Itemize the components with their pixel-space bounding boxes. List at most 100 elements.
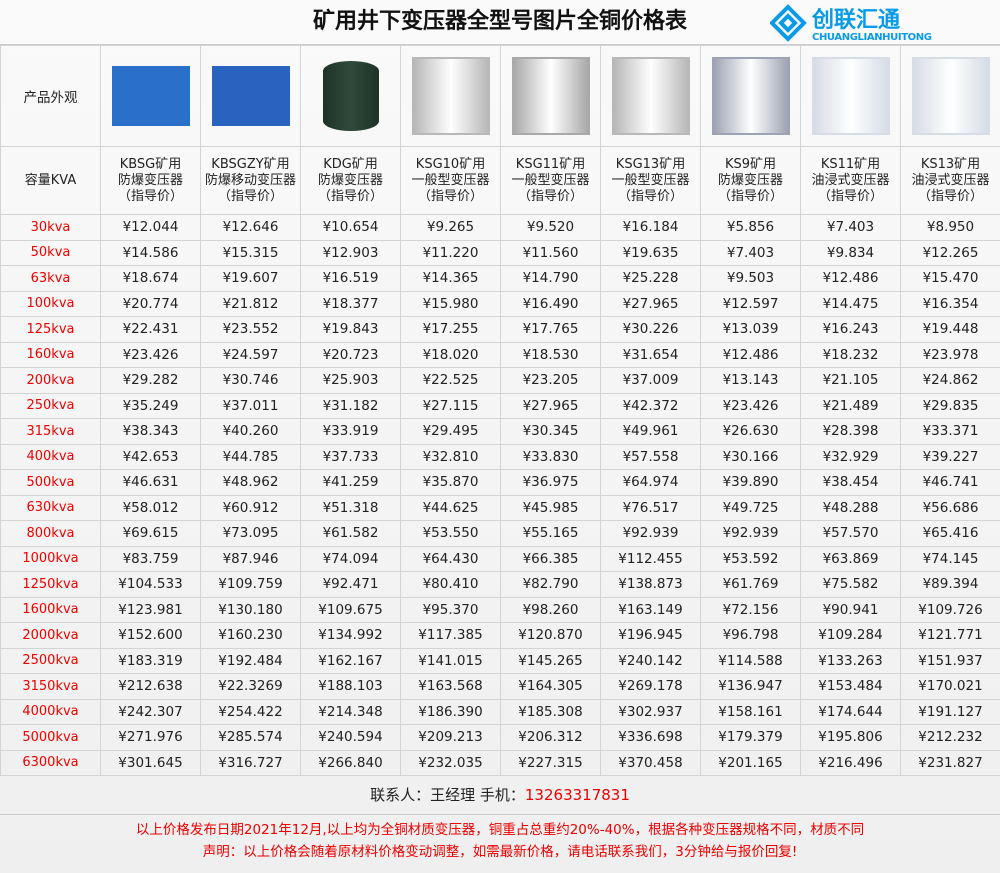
product-note: （指导价） <box>917 188 983 204</box>
price-cell: ¥36.975 <box>500 469 601 496</box>
price-cell: ¥30.746 <box>200 367 301 394</box>
price-cell: ¥14.365 <box>400 265 501 292</box>
price-cell: ¥18.674 <box>100 265 201 292</box>
price-cell: ¥61.582 <box>300 520 401 547</box>
table-row: 2500kva ¥183.319 ¥192.484 ¥162.167 ¥141.015 ¥… <box>0 647 1000 674</box>
product-name: KS9矿用 <box>724 156 777 172</box>
table-row: 4000kva ¥242.307 ¥254.422 ¥214.348 ¥186.390 ¥… <box>0 698 1000 725</box>
product-note: （指导价） <box>517 188 583 204</box>
price-cell: ¥112.455 <box>600 545 701 572</box>
price-cell: ¥35.870 <box>400 469 501 496</box>
product-type: 一般型变压器 <box>611 172 690 188</box>
price-cell: ¥301.645 <box>100 749 201 776</box>
price-cell: ¥120.870 <box>500 622 601 649</box>
price-cell: ¥242.307 <box>100 698 201 725</box>
price-cell: ¥192.484 <box>200 647 301 674</box>
product-image <box>411 57 490 135</box>
price-cell: ¥89.394 <box>900 571 1000 598</box>
price-cell: ¥188.103 <box>300 673 401 700</box>
table-row: 6300kva ¥301.645 ¥316.727 ¥266.840 ¥232.035 ¥… <box>0 749 1000 776</box>
product-header: KS11矿用 油浸式变压器 （指导价） <box>800 146 901 215</box>
capacity-cell: 3150kva <box>0 673 101 700</box>
product-note: （指导价） <box>717 188 783 204</box>
price-cell: ¥162.167 <box>300 647 401 674</box>
capacity-cell: 1250kva <box>0 571 101 598</box>
price-cell: ¥60.912 <box>200 494 301 521</box>
product-image-cell <box>900 45 1000 147</box>
product-header: KSG11矿用 一般型变压器 （指导价） <box>500 146 601 215</box>
price-cell: ¥9.834 <box>800 239 901 266</box>
capacity-cell: 2000kva <box>0 622 101 649</box>
price-cell: ¥15.470 <box>900 265 1000 292</box>
price-cell: ¥232.035 <box>400 749 501 776</box>
table-row: 250kva ¥35.249 ¥37.011 ¥31.182 ¥27.115 ¥27.96… <box>0 392 1000 419</box>
price-cell: ¥37.011 <box>200 392 301 419</box>
product-type: 油浸式变压器 <box>911 172 990 188</box>
price-cell: ¥370.458 <box>600 749 701 776</box>
price-cell: ¥24.862 <box>900 367 1000 394</box>
price-cell: ¥87.946 <box>200 545 301 572</box>
product-image <box>322 61 379 131</box>
price-cell: ¥302.937 <box>600 698 701 725</box>
price-cell: ¥30.226 <box>600 316 701 343</box>
price-cell: ¥18.377 <box>300 290 401 317</box>
product-name: KSG10矿用 <box>415 156 486 172</box>
price-cell: ¥240.594 <box>300 724 401 751</box>
price-cell: ¥18.020 <box>400 341 501 368</box>
price-cell: ¥11.560 <box>500 239 601 266</box>
price-cell: ¥63.869 <box>800 545 901 572</box>
price-cell: ¥55.165 <box>500 520 601 547</box>
price-cell: ¥15.315 <box>200 239 301 266</box>
price-cell: ¥74.094 <box>300 545 401 572</box>
product-image <box>811 57 890 135</box>
price-cell: ¥18.530 <box>500 341 601 368</box>
price-cell: ¥216.496 <box>800 749 901 776</box>
capacity-cell: 500kva <box>0 469 101 496</box>
price-cell: ¥25.228 <box>600 265 701 292</box>
product-header: KSG13矿用 一般型变压器 （指导价） <box>600 146 701 215</box>
price-cell: ¥12.646 <box>200 214 301 241</box>
price-cell: ¥163.568 <box>400 673 501 700</box>
price-cell: ¥29.495 <box>400 418 501 445</box>
price-cell: ¥92.939 <box>600 520 701 547</box>
price-cell: ¥269.178 <box>600 673 701 700</box>
product-name: KSG11矿用 <box>515 156 586 172</box>
price-cell: ¥49.961 <box>600 418 701 445</box>
table-row: 100kva ¥20.774 ¥21.812 ¥18.377 ¥15.980 ¥16.49… <box>0 290 1000 317</box>
price-cell: ¥23.426 <box>100 341 201 368</box>
product-note: （指导价） <box>417 188 483 204</box>
capacity-cell: 125kva <box>0 316 101 343</box>
price-cell: ¥316.727 <box>200 749 301 776</box>
price-cell: ¥83.759 <box>100 545 201 572</box>
capacity-cell: 30kva <box>0 214 101 241</box>
price-cell: ¥53.550 <box>400 520 501 547</box>
price-cell: ¥26.630 <box>700 418 801 445</box>
product-note: （指导价） <box>117 188 183 204</box>
price-cell: ¥30.345 <box>500 418 601 445</box>
price-cell: ¥40.260 <box>200 418 301 445</box>
price-cell: ¥227.315 <box>500 749 601 776</box>
price-cell: ¥73.095 <box>200 520 301 547</box>
product-header: KDG矿用 防爆变压器 （指导价） <box>300 146 401 215</box>
price-cell: ¥22.525 <box>400 367 501 394</box>
price-cell: ¥20.774 <box>100 290 201 317</box>
product-note: （指导价） <box>817 188 883 204</box>
price-cell: ¥130.180 <box>200 596 301 623</box>
price-cell: ¥42.372 <box>600 392 701 419</box>
price-cell: ¥22.3269 <box>200 673 301 700</box>
price-cell: ¥164.305 <box>500 673 601 700</box>
product-note: （指导价） <box>317 188 383 204</box>
price-cell: ¥41.259 <box>300 469 401 496</box>
price-cell: ¥19.607 <box>200 265 301 292</box>
table-row: 30kva ¥12.044 ¥12.646 ¥10.654 ¥9.265 ¥9.520 ¥1… <box>0 214 1000 241</box>
note-line: 以上价格发布日期2021年12月,以上均为全铜材质变压器，铜重占总重约20%-4… <box>135 822 865 838</box>
price-cell: ¥109.675 <box>300 596 401 623</box>
table-row: 1600kva ¥123.981 ¥130.180 ¥109.675 ¥95.370 ¥9… <box>0 596 1000 623</box>
price-cell: ¥195.806 <box>800 724 901 751</box>
price-cell: ¥9.520 <box>500 214 601 241</box>
price-cell: ¥30.166 <box>700 443 801 470</box>
price-cell: ¥158.161 <box>700 698 801 725</box>
price-cell: ¥153.484 <box>800 673 901 700</box>
price-cell: ¥57.570 <box>800 520 901 547</box>
